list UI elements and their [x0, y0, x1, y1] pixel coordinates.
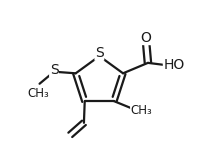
Text: HO: HO — [163, 58, 185, 72]
Text: CH₃: CH₃ — [130, 104, 152, 117]
Text: S: S — [95, 46, 104, 60]
Text: CH₃: CH₃ — [28, 87, 50, 100]
Text: O: O — [141, 31, 152, 45]
Text: S: S — [50, 63, 58, 77]
